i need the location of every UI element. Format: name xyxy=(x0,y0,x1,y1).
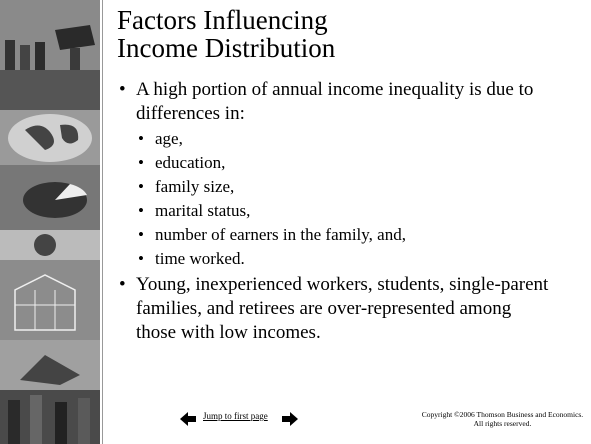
sub-bullet-list: age, education, family size, marital sta… xyxy=(136,127,556,271)
divider xyxy=(102,0,103,444)
slide-title: Factors Influencing Income Distribution xyxy=(117,6,379,62)
sub-bullet: time worked. xyxy=(136,247,556,271)
sub-bullet: number of earners in the family, and, xyxy=(136,223,556,247)
sub-bullet: marital status, xyxy=(136,199,556,223)
bullet-text: A high portion of annual income inequali… xyxy=(136,79,533,124)
decorative-strip xyxy=(0,0,100,444)
sub-bullet: family size, xyxy=(136,175,556,199)
sub-bullet: age, xyxy=(136,127,556,151)
bullet: A high portion of annual income inequali… xyxy=(117,78,556,271)
jump-link[interactable]: Jump to first page xyxy=(203,411,268,421)
copyright: Copyright ©2006 Thomson Business and Eco… xyxy=(420,410,585,428)
next-arrow[interactable] xyxy=(282,412,298,426)
bullet-list: A high portion of annual income inequali… xyxy=(117,78,577,345)
prev-arrow[interactable] xyxy=(180,412,196,426)
slide: {"slide": { "title": "Factors Influencin… xyxy=(0,0,591,444)
content: A high portion of annual income inequali… xyxy=(117,78,577,345)
bullet: Young, inexperienced workers, students, … xyxy=(117,273,556,345)
bullet-text: Young, inexperienced workers, students, … xyxy=(136,274,548,343)
sub-bullet: education, xyxy=(136,151,556,175)
footer-nav: Jump to first page xyxy=(178,410,298,428)
